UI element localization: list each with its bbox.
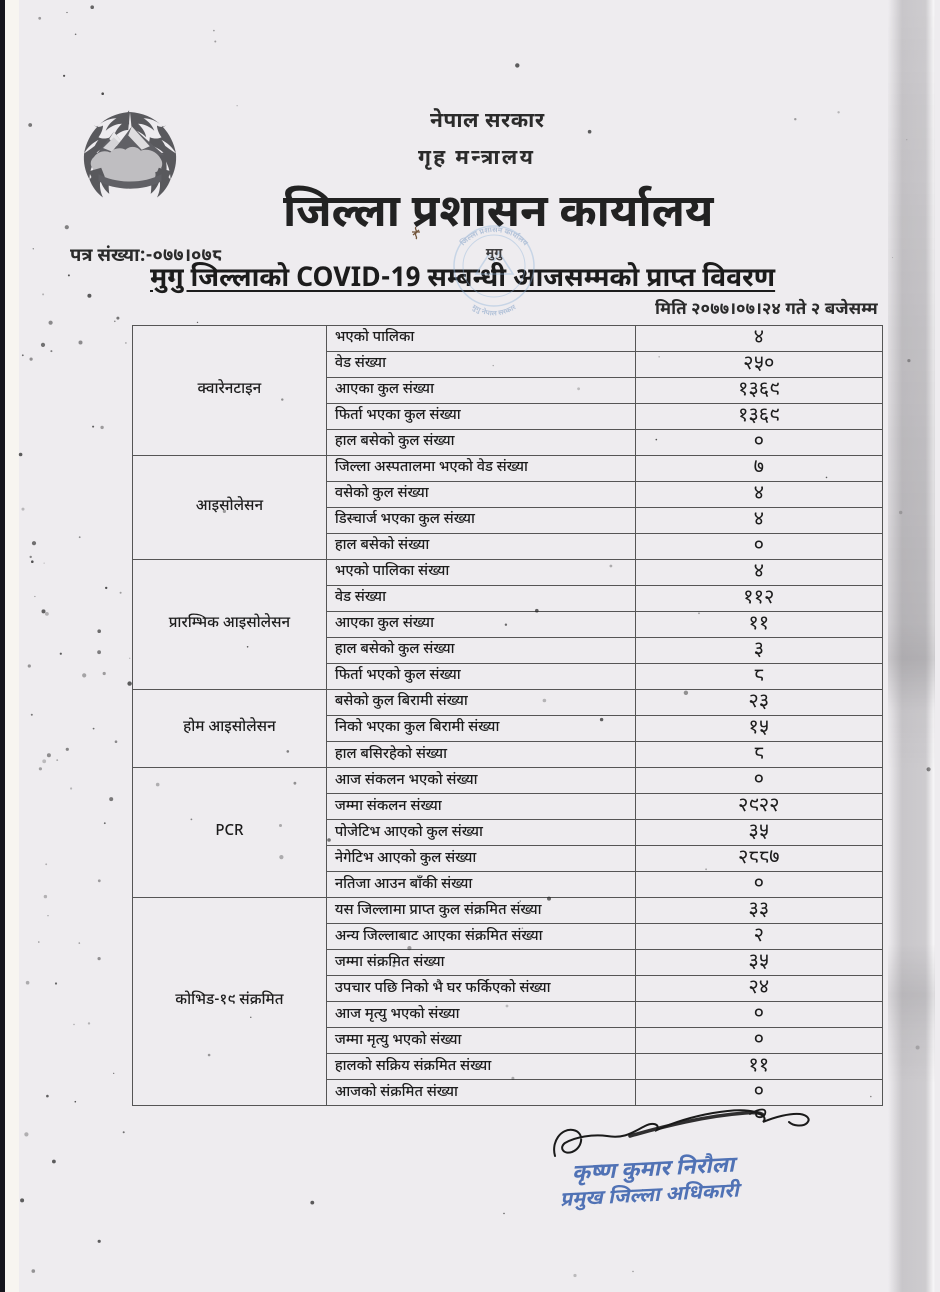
svg-text:मुगु नेपाल सरकार: मुगु नेपाल सरकार bbox=[470, 303, 519, 319]
svg-text:जिल्ला प्रशासन कार्यालय: जिल्ला प्रशासन कार्यालय bbox=[458, 225, 530, 249]
